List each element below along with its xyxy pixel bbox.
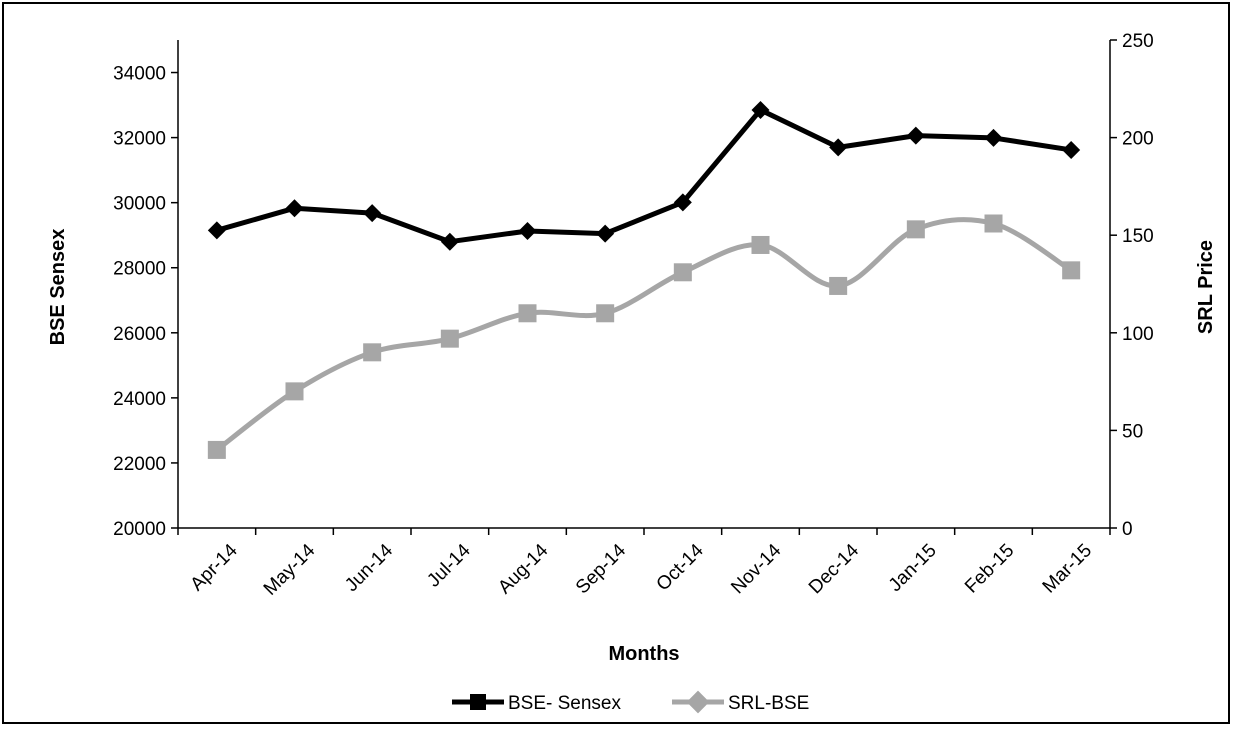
data-point-srl-bse [518,304,537,323]
data-point-bse-sensex [829,138,848,157]
legend-label-bse-sensex: BSE- Sensex [508,693,621,714]
x-tick-label: Feb-15 [961,540,1018,597]
data-point-srl-bse [751,235,770,254]
data-point-srl-bse [829,276,848,295]
data-point-srl-bse [285,382,304,401]
left-tick-label: 26000 [113,324,166,345]
data-point-srl-bse [1062,261,1081,280]
left-tick-label: 28000 [113,259,166,280]
data-point-bse-sensex [596,224,615,243]
x-tick-label: Sep-14 [572,540,630,598]
left-tick-label: 34000 [113,64,166,85]
data-point-bse-sensex [751,100,770,119]
left-tick-label: 30000 [113,194,166,215]
data-point-bse-sensex [906,126,925,145]
axes [177,40,1111,529]
left-tick-label: 24000 [113,389,166,410]
right-tick-label: 100 [1122,324,1154,345]
left-tick-label: 20000 [113,519,166,540]
x-axis-title: Months [608,643,679,665]
series-line-srl-bse [215,217,1073,452]
right-tick-label: 150 [1122,226,1154,247]
right-axis-title: SRL Price [1195,240,1217,334]
right-axis-ticks: 0 50 100 150 200 250 [1110,31,1154,540]
series-markers [207,100,1081,459]
left-axis-ticks: 20000 22000 24000 26000 28000 30000 32000 34000 [113,64,178,540]
x-tick-label: May-14 [260,540,320,600]
legend: BSE- Sensex SRL-BSE [452,690,809,714]
data-point-bse-sensex [207,221,226,240]
right-tick-label: 250 [1122,31,1154,52]
data-point-bse-sensex [984,128,1003,147]
left-axis-title: BSE Sensex [47,229,69,346]
data-point-srl-bse [906,220,925,239]
data-point-srl-bse [207,440,226,459]
x-tick-label: Mar-15 [1039,540,1096,597]
legend-item-srl-bse: SRL-BSE [672,690,809,714]
legend-marker-srl-bse [686,690,710,714]
data-point-bse-sensex [440,232,459,251]
data-point-srl-bse [596,304,615,323]
x-tick-label: Oct-14 [653,540,708,595]
right-tick-label: 50 [1122,421,1143,442]
data-point-srl-bse [440,329,459,348]
x-tick-label: Jul-14 [423,540,475,592]
data-point-srl-bse [984,214,1003,233]
series-line-bse-sensex [216,107,1072,245]
legend-marker-bse-sensex [470,694,486,710]
left-tick-label: 32000 [113,129,166,150]
data-point-bse-sensex [363,204,382,223]
line-chart: 20000 22000 24000 26000 28000 30000 32000 34000… [47,31,1217,714]
x-axis-ticks: Apr-14 May-14 Jun-14 Jul-14 Aug-14 Sep-14 Oct-… [177,528,1111,600]
x-tick-label: Aug-14 [494,540,552,598]
data-point-bse-sensex [518,221,537,240]
data-point-srl-bse [363,343,382,362]
legend-label-srl-bse: SRL-BSE [728,693,809,714]
right-tick-label: 0 [1122,519,1133,540]
right-tick-label: 200 [1122,129,1154,150]
legend-item-bse-sensex: BSE- Sensex [452,693,621,714]
data-point-bse-sensex [285,199,304,218]
x-tick-label: Nov-14 [727,540,785,598]
x-tick-label: Dec-14 [805,540,863,598]
x-tick-label: Jun-14 [341,540,397,596]
data-point-srl-bse [673,263,692,282]
x-tick-label: Apr-14 [187,540,242,595]
data-point-bse-sensex [673,193,692,212]
data-point-bse-sensex [1062,140,1081,159]
x-tick-label: Jan-15 [885,540,941,596]
series-lines [215,107,1073,452]
left-tick-label: 22000 [113,454,166,475]
